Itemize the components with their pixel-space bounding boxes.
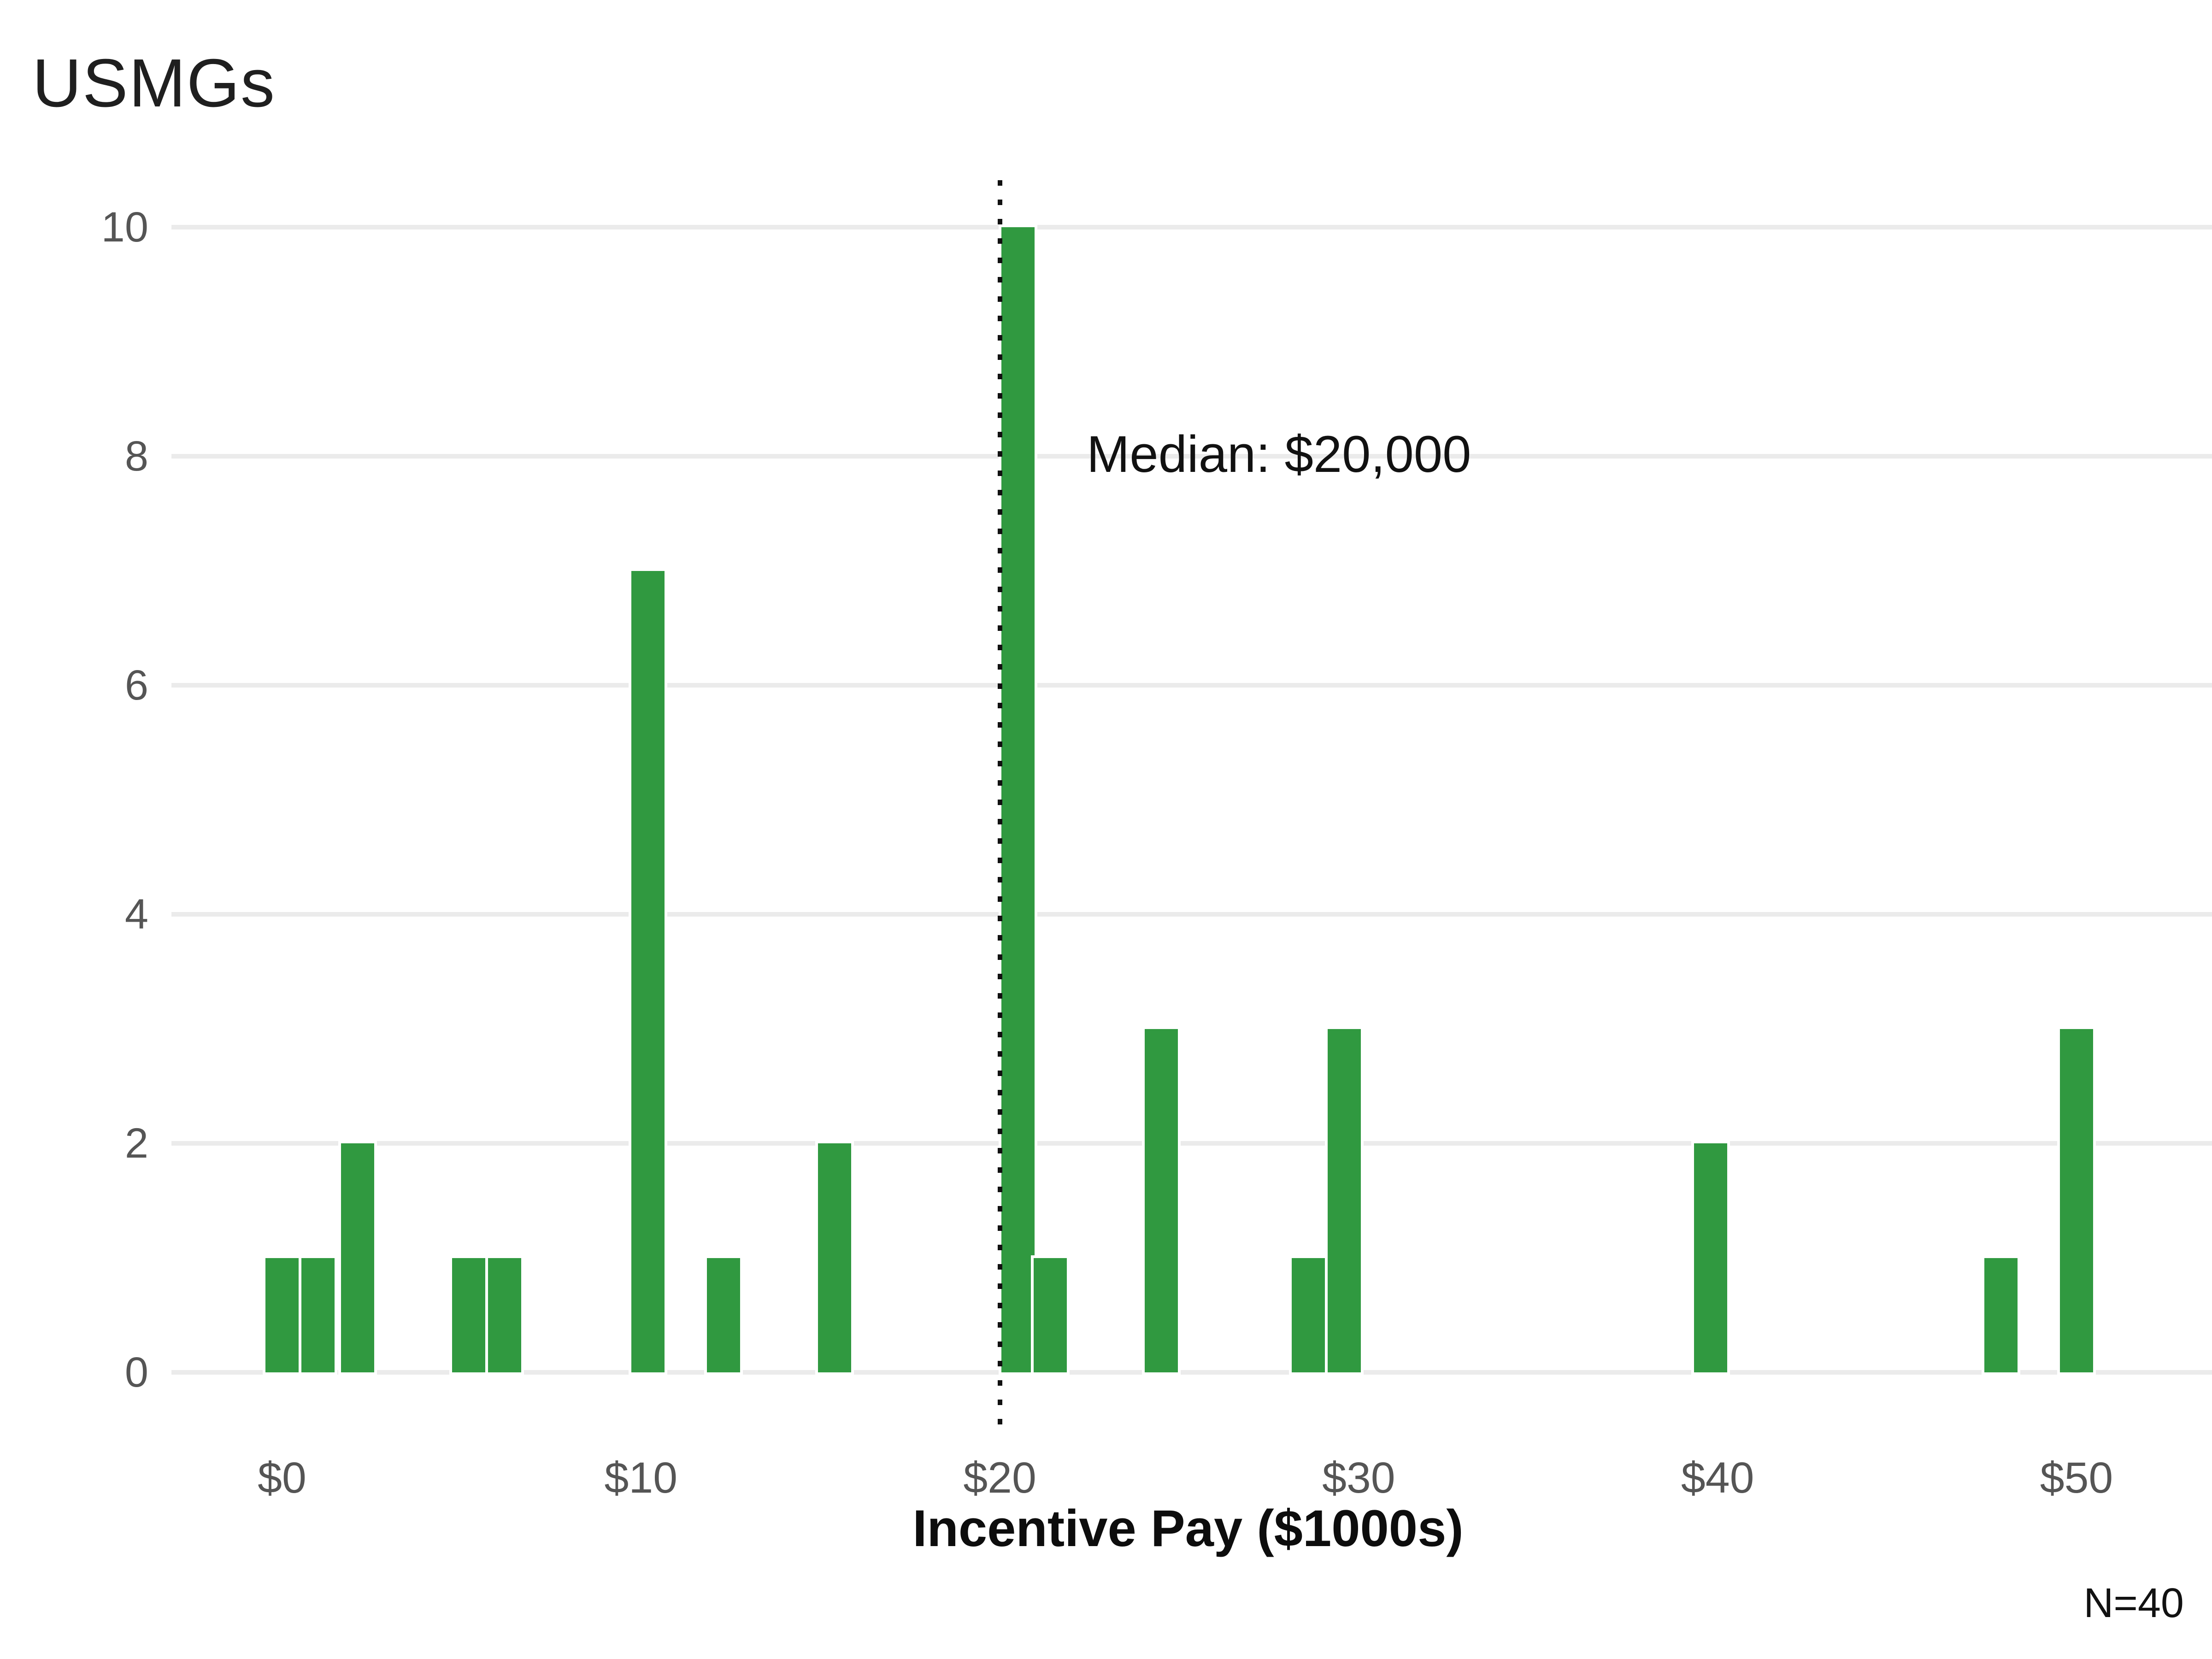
y-tick-label-4: 4 [124, 891, 148, 938]
histogram-bar [629, 568, 668, 1375]
median-annotation: Median: $20,000 [1087, 425, 1471, 483]
histogram-bar [485, 1255, 524, 1375]
x-tick-label-10: $10 [604, 1453, 678, 1502]
gridline-y-0 [171, 1370, 2212, 1375]
histogram-bar [1691, 1141, 1730, 1375]
median-line [997, 180, 1002, 1430]
y-tick-label-6: 6 [124, 662, 148, 709]
gridline-y-8 [171, 454, 2212, 459]
y-tick-label-2: 2 [124, 1120, 148, 1167]
x-tick-label-40: $40 [1681, 1453, 1754, 1502]
histogram-bar [298, 1255, 337, 1375]
x-tick-label-30: $30 [1322, 1453, 1395, 1502]
x-tick-label-50: $50 [2040, 1453, 2113, 1502]
histogram-bar [1325, 1026, 1364, 1375]
histogram-bar [704, 1255, 743, 1375]
y-tick-label-0: 0 [124, 1349, 148, 1396]
n-annotation: N=40 [2083, 1580, 2184, 1626]
histogram-bar [1982, 1255, 2021, 1375]
gridline-y-10 [171, 225, 2212, 229]
chart-title: USMGs [32, 45, 276, 121]
x-tick-label-20: $20 [963, 1453, 1036, 1502]
gridline-y-6 [171, 683, 2212, 688]
x-axis-title: Incentive Pay ($1000s) [912, 1500, 1464, 1557]
histogram-bar [338, 1141, 377, 1375]
histogram-bar [1289, 1255, 1328, 1375]
histogram-bar [998, 224, 1037, 1375]
histogram-bar [449, 1255, 488, 1375]
x-tick-label-0: $0 [258, 1453, 306, 1502]
y-tick-label-8: 8 [124, 433, 148, 480]
gridline-y-2 [171, 1141, 2212, 1146]
histogram-bar [1030, 1255, 1070, 1375]
y-tick-label-10: 10 [101, 204, 148, 251]
histogram-bar [2057, 1026, 2096, 1375]
histogram-bar [1142, 1026, 1181, 1375]
gridline-y-4 [171, 912, 2212, 917]
histogram-bar [263, 1255, 301, 1375]
histogram-bar [815, 1141, 854, 1375]
